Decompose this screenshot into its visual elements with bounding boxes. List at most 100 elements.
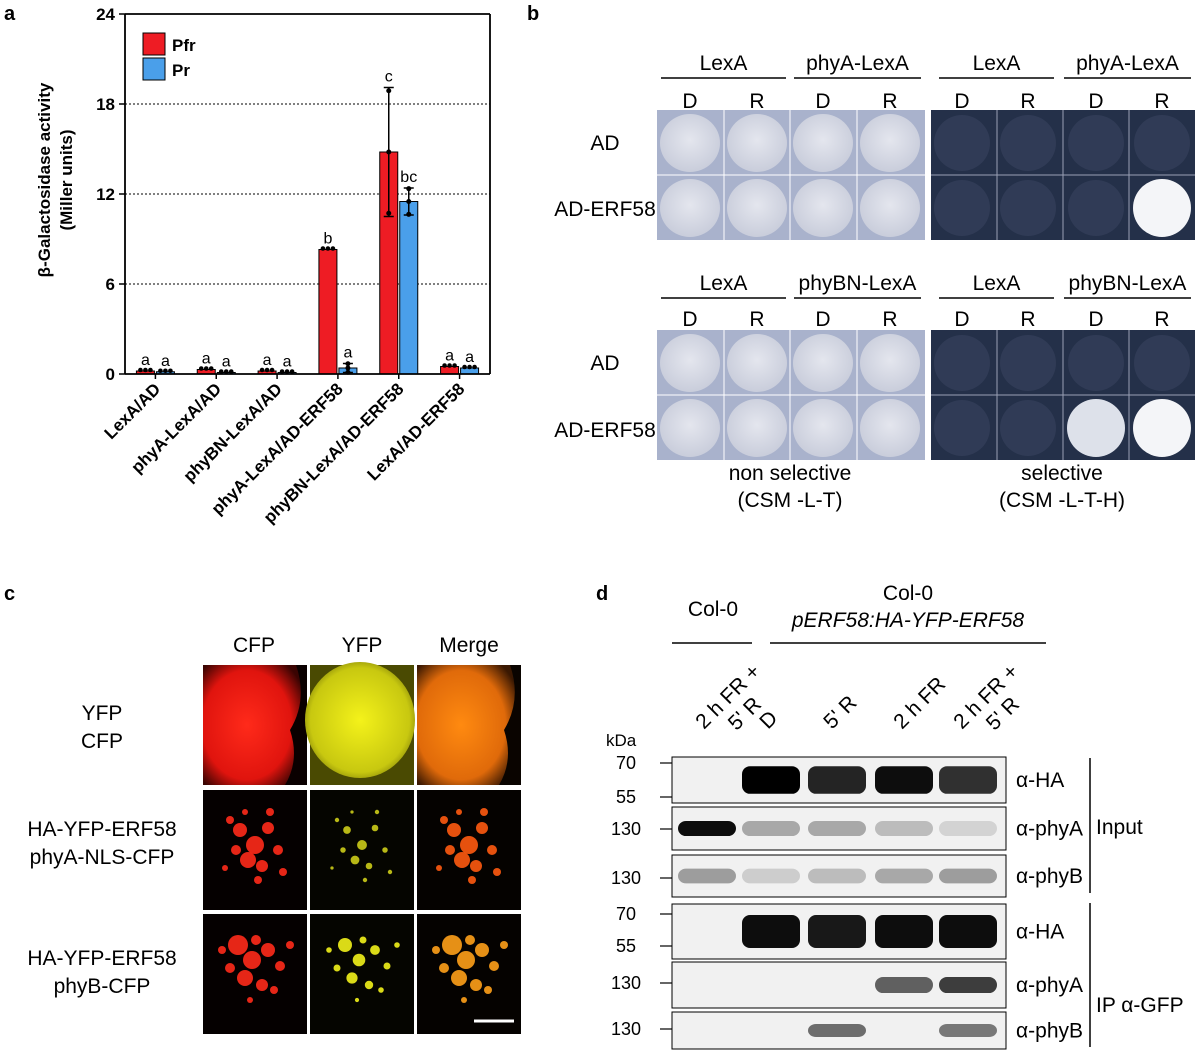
blot-membrane bbox=[671, 854, 1007, 898]
transgene-header: pERF58:HA-YFP-ERF58 bbox=[791, 609, 1025, 632]
yeast-colony bbox=[660, 179, 720, 237]
plate-header: LexA bbox=[973, 272, 1021, 295]
y-tick-label: 6 bbox=[106, 275, 115, 294]
mw-marker: 70 bbox=[616, 753, 636, 773]
lane-label: 5' R bbox=[819, 691, 861, 733]
lane-label: 2 h FR +5' R bbox=[949, 660, 1040, 751]
fluorescent-speckle bbox=[256, 860, 268, 872]
yeast-colony bbox=[793, 399, 853, 457]
fluorescent-speckle bbox=[261, 943, 275, 957]
kda-label: kDa bbox=[606, 731, 637, 750]
fluorescent-speckle bbox=[476, 822, 488, 834]
data-point bbox=[158, 368, 163, 374]
y-axis-label-line2: (Miller units) bbox=[57, 129, 76, 230]
y-tick-label: 12 bbox=[96, 185, 115, 204]
protein-band bbox=[875, 820, 933, 837]
data-point bbox=[452, 363, 457, 368]
fluorescent-speckle bbox=[461, 997, 467, 1003]
protein-band bbox=[939, 766, 997, 794]
protein-band bbox=[808, 820, 866, 837]
significance-letter: bc bbox=[400, 169, 417, 186]
fluorescent-speckle bbox=[394, 942, 400, 948]
fluorescent-speckle bbox=[500, 941, 508, 949]
fluorescent-speckle bbox=[470, 979, 482, 991]
fluorescent-speckle bbox=[484, 986, 492, 994]
yeast-colony-growth bbox=[1133, 399, 1191, 457]
panel-d-label: d bbox=[596, 583, 608, 605]
row3-label-a: HA-YFP-ERF58 bbox=[27, 947, 176, 970]
light-condition: D bbox=[954, 90, 969, 113]
data-point bbox=[386, 149, 392, 155]
protein-band bbox=[742, 766, 800, 794]
fluorescent-speckle bbox=[456, 809, 462, 815]
data-point bbox=[168, 368, 173, 374]
fluorescent-speckle bbox=[445, 845, 455, 855]
fluorescent-speckle bbox=[247, 997, 253, 1003]
panel-a-label: a bbox=[4, 3, 16, 25]
fluorescent-speckle bbox=[352, 953, 366, 967]
data-point bbox=[138, 367, 143, 373]
data-point bbox=[386, 88, 392, 94]
row1-label-b: CFP bbox=[81, 730, 123, 753]
fluorescent-speckle bbox=[226, 816, 234, 824]
fluorescent-speckle bbox=[480, 808, 488, 816]
fluorescent-speckle bbox=[440, 816, 448, 824]
yeast-colony bbox=[660, 334, 720, 392]
fluorescent-speckle bbox=[493, 868, 501, 876]
data-point bbox=[148, 367, 153, 373]
fluorescent-speckle bbox=[454, 852, 470, 868]
data-point bbox=[330, 246, 336, 251]
data-point bbox=[406, 211, 412, 217]
selective-label: selective bbox=[1021, 462, 1103, 485]
mw-marker: 55 bbox=[616, 936, 636, 956]
fluorescent-speckle bbox=[340, 847, 346, 853]
fluorescent-speckle bbox=[333, 964, 341, 972]
yeast-spot-no-growth bbox=[1000, 115, 1056, 171]
fluorescent-speckle bbox=[231, 845, 241, 855]
light-condition: R bbox=[1154, 308, 1169, 331]
data-point bbox=[472, 364, 477, 370]
data-point bbox=[279, 369, 285, 374]
fluorescent-speckle bbox=[240, 852, 256, 868]
fluorescent-speckle bbox=[343, 826, 351, 834]
mw-marker: 130 bbox=[611, 819, 641, 839]
fluorescent-speckle bbox=[468, 876, 476, 884]
legend-label-pfr: Pfr bbox=[172, 36, 196, 55]
legend-label-pr: Pr bbox=[172, 61, 190, 80]
fluorescent-speckle bbox=[354, 997, 360, 1003]
mw-marker: 130 bbox=[611, 973, 641, 993]
yeast-spot-no-growth bbox=[1068, 335, 1124, 391]
light-condition: D bbox=[1088, 308, 1103, 331]
significance-letter: a bbox=[141, 352, 150, 369]
fluorescent-speckle bbox=[447, 823, 461, 837]
data-point bbox=[259, 367, 265, 373]
legend-swatch-pfr bbox=[142, 32, 166, 56]
protein-band bbox=[742, 868, 800, 884]
light-condition: R bbox=[749, 90, 764, 113]
data-point bbox=[289, 369, 295, 374]
antibody-label: α-HA bbox=[1016, 921, 1064, 944]
row1-label-a: YFP bbox=[82, 702, 123, 725]
fluorescent-speckle bbox=[436, 865, 442, 871]
yeast-colony bbox=[793, 334, 853, 392]
yeast-colony-growth bbox=[1067, 399, 1125, 457]
y-tick-label: 0 bbox=[106, 365, 115, 384]
fluorescent-speckle bbox=[222, 865, 228, 871]
yeast-colony bbox=[793, 114, 853, 172]
protein-band bbox=[875, 976, 933, 994]
light-condition: D bbox=[954, 308, 969, 331]
yeast-spot-no-growth bbox=[1134, 115, 1190, 171]
data-point bbox=[447, 363, 452, 368]
fluorescent-speckle bbox=[254, 876, 262, 884]
fluorescent-speckle bbox=[273, 845, 283, 855]
fluorescent-speckle bbox=[266, 808, 274, 816]
yeast-colony bbox=[727, 114, 787, 172]
light-condition: R bbox=[882, 308, 897, 331]
fluorescent-speckle bbox=[233, 823, 247, 837]
fluorescent-speckle bbox=[374, 809, 380, 815]
nonselective-label: non selective bbox=[729, 462, 852, 485]
col0-header: Col-0 bbox=[688, 598, 738, 621]
fluorescent-speckle bbox=[439, 963, 449, 973]
fluorescent-speckle bbox=[218, 946, 226, 954]
data-point bbox=[284, 369, 290, 374]
